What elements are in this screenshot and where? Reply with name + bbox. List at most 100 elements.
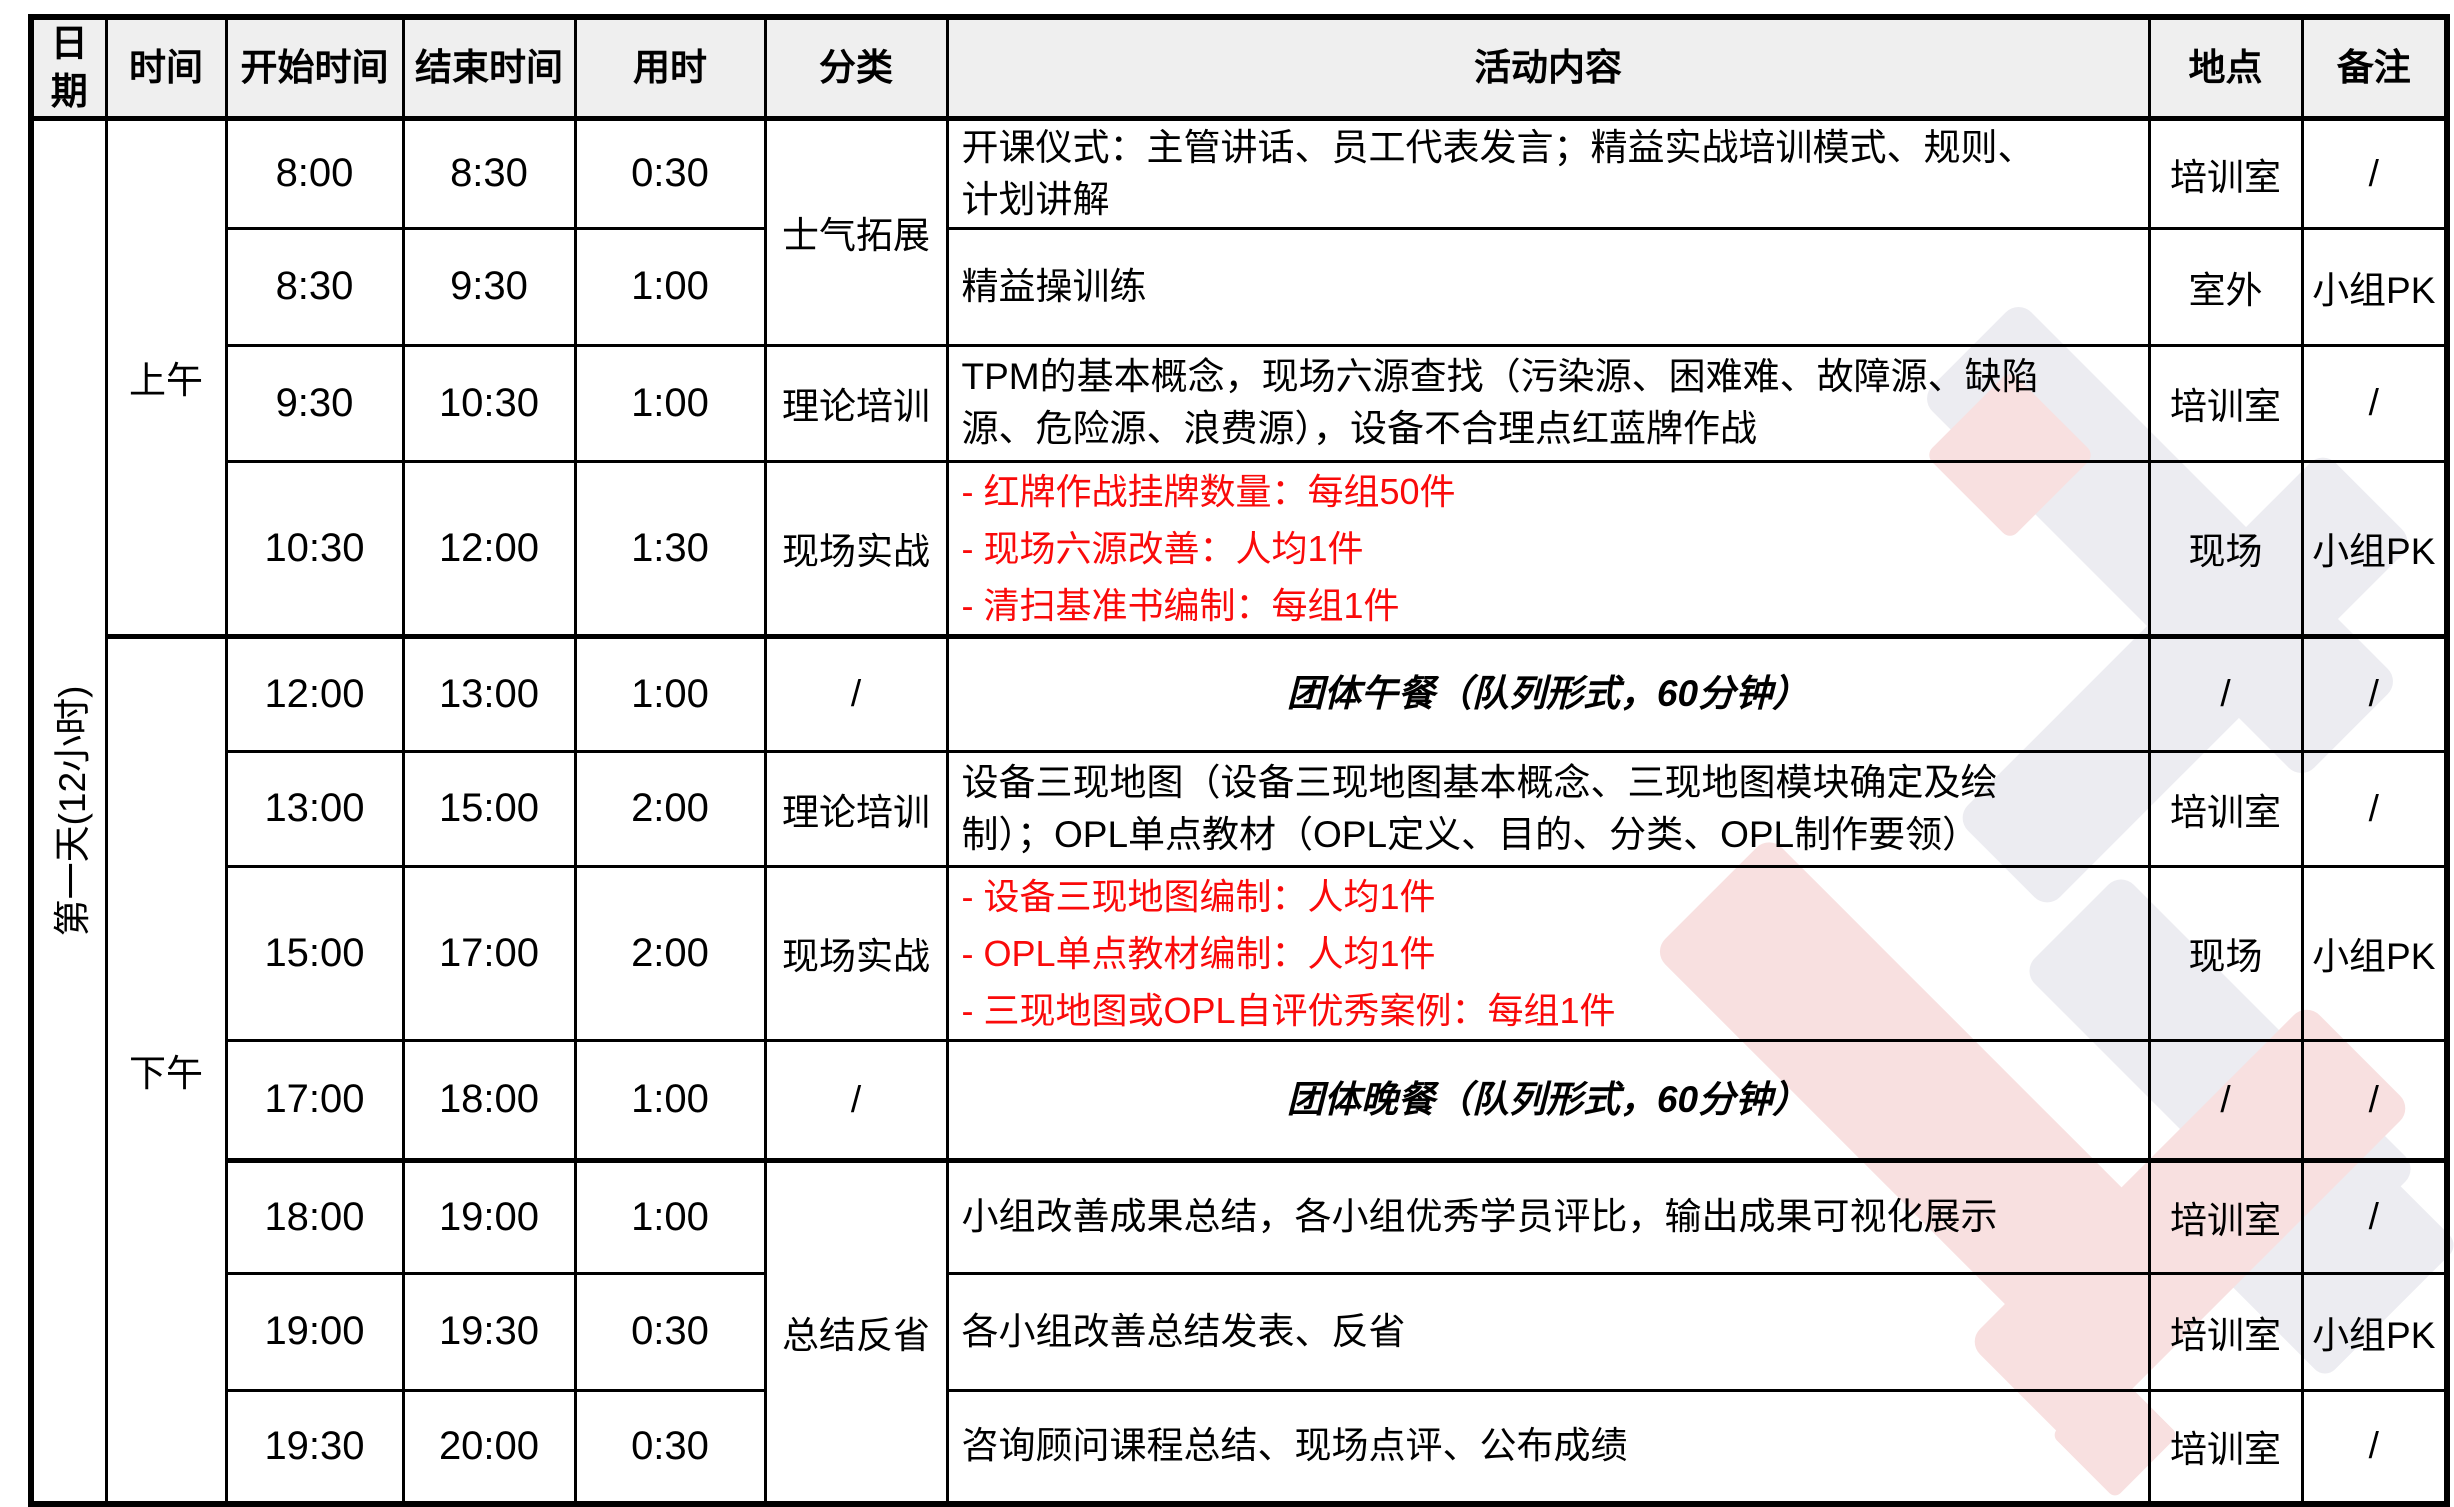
remark-cell: / xyxy=(2300,343,2449,463)
col-header-time: 时间 xyxy=(104,15,228,121)
col-header-duration: 用时 xyxy=(573,15,767,121)
end-cell: 19:00 xyxy=(401,1157,577,1275)
activity-cell: 各小组改善总结发表、反省 xyxy=(945,1271,2151,1392)
col-header-activity: 活动内容 xyxy=(945,15,2151,121)
activity-line: 团体午餐（队列形式，60分钟） xyxy=(1286,673,1810,714)
start-cell: 17:00 xyxy=(224,1038,405,1162)
activity-line-red: - 三现地图或OPL自评优秀案例：每组1件 xyxy=(961,989,1616,1031)
category-cell-morale: 士气拓展 xyxy=(763,116,949,347)
end-cell: 18:00 xyxy=(401,1038,577,1162)
day-label: 第一天(12小时) xyxy=(52,685,94,937)
table-row: 15:00 17:00 2:00 现场实战 - 设备三现地图编制：人均1件 - … xyxy=(31,864,2449,1042)
end-cell: 10:30 xyxy=(401,343,577,463)
start-cell: 8:00 xyxy=(224,116,405,230)
start-cell: 19:30 xyxy=(224,1388,405,1506)
category-cell: 理论培训 xyxy=(763,749,949,868)
activity-line: 源、危险源、浪费源），设备不合理点红蓝牌作战 xyxy=(961,408,1758,449)
start-cell: 10:30 xyxy=(224,459,405,638)
end-cell: 8:30 xyxy=(401,116,577,230)
category-cell: / xyxy=(763,633,949,753)
activity-cell-lunch: 团体午餐（队列形式，60分钟） xyxy=(945,633,2151,753)
remark-cell: / xyxy=(2300,633,2449,753)
start-cell: 18:00 xyxy=(224,1157,405,1275)
duration-cell: 1:30 xyxy=(573,459,767,638)
activity-line-red: - 现场六源改善：人均1件 xyxy=(961,527,1364,569)
activity-line: 团体晚餐（队列形式，60分钟） xyxy=(1286,1078,1810,1120)
period-cell-afternoon: 下午 xyxy=(104,633,228,1506)
end-cell: 19:30 xyxy=(401,1271,577,1392)
location-cell: 培训室 xyxy=(2147,1388,2304,1506)
duration-cell: 1:00 xyxy=(573,1157,767,1275)
start-cell: 9:30 xyxy=(224,343,405,463)
activity-line-red: - 红牌作战挂牌数量：每组50件 xyxy=(961,470,1456,512)
remark-cell: 小组PK xyxy=(2300,864,2449,1042)
duration-cell: 1:00 xyxy=(573,1038,767,1162)
activity-cell: 开课仪式：主管讲话、员工代表发言；精益实战培训模式、规则、 计划讲解 xyxy=(945,116,2151,230)
activity-cell: - 设备三现地图编制：人均1件 - OPL单点教材编制：人均1件 - 三现地图或… xyxy=(945,864,2151,1042)
location-cell: 现场 xyxy=(2147,864,2304,1042)
remark-cell: / xyxy=(2300,749,2449,868)
end-cell: 9:30 xyxy=(401,226,577,347)
period-cell-morning: 上午 xyxy=(104,116,228,638)
end-cell: 12:00 xyxy=(401,459,577,638)
activity-line: 设备三现地图（设备三现地图基本概念、三现地图模块确定及绘 xyxy=(961,761,1998,803)
duration-cell: 0:30 xyxy=(573,116,767,230)
activity-line: 开课仪式：主管讲话、员工代表发言；精益实战培训模式、规则、 xyxy=(961,126,2035,168)
activity-cell: 精益操训练 xyxy=(945,226,2151,347)
activity-cell: 咨询顾问课程总结、现场点评、公布成绩 xyxy=(945,1388,2151,1506)
activity-line: 精益操训练 xyxy=(961,265,1147,307)
end-cell: 15:00 xyxy=(401,749,577,868)
table-row: 下午 12:00 13:00 1:00 / 团体午餐（队列形式，60分钟） / … xyxy=(31,633,2449,1506)
location-cell: 培训室 xyxy=(2147,343,2304,463)
col-header-remark: 备注 xyxy=(2300,15,2449,121)
col-header-date: 日期 xyxy=(29,15,108,121)
category-cell: 现场实战 xyxy=(763,864,949,1042)
duration-cell: 2:00 xyxy=(573,864,767,1042)
start-cell: 13:00 xyxy=(224,749,405,868)
activity-cell: - 红牌作战挂牌数量：每组50件 - 现场六源改善：人均1件 - 清扫基准书编制… xyxy=(945,459,2151,638)
start-cell: 12:00 xyxy=(224,633,405,753)
location-cell: 培训室 xyxy=(2147,1271,2304,1392)
activity-cell: 小组改善成果总结，各小组优秀学员评比，输出成果可视化展示 xyxy=(945,1157,2151,1275)
table-row: 19:30 20:00 0:30 咨询顾问课程总结、现场点评、公布成绩 培训室 … xyxy=(31,1388,2449,1506)
activity-line-red: - 清扫基准书编制：每组1件 xyxy=(961,584,1400,626)
activity-line: 计划讲解 xyxy=(961,178,1110,220)
col-header-end: 结束时间 xyxy=(401,15,577,121)
end-cell: 20:00 xyxy=(401,1388,577,1506)
start-cell: 19:00 xyxy=(224,1271,405,1392)
remark-cell: / xyxy=(2300,116,2449,230)
table-row: 18:00 19:00 1:00 总结反省 小组改善成果总结，各小组优秀学员评比… xyxy=(31,1157,2449,1506)
table-row: 13:00 15:00 2:00 理论培训 设备三现地图（设备三现地图基本概念、… xyxy=(31,749,2449,868)
category-cell: 理论培训 xyxy=(763,343,949,463)
table-row: 第一天(12小时) 上午 8:00 8:30 0:30 士气拓展 开课仪式：主管… xyxy=(29,116,2449,1506)
table-row: 9:30 10:30 1:00 理论培训 TPM的基本概念，现场六源查找（污染源… xyxy=(31,343,2449,463)
activity-line: TPM的基本概念，现场六源查找（污染源、困难难、故障源、缺陷 xyxy=(961,356,2039,397)
remark-cell: / xyxy=(2300,1157,2449,1275)
duration-cell: 0:30 xyxy=(573,1388,767,1506)
start-cell: 15:00 xyxy=(224,864,405,1042)
location-cell: 培训室 xyxy=(2147,1157,2304,1275)
category-cell: / xyxy=(763,1038,949,1162)
table-row: 10:30 12:00 1:30 现场实战 - 红牌作战挂牌数量：每组50件 -… xyxy=(31,459,2449,638)
table-row: 17:00 18:00 1:00 / 团体晚餐（队列形式，60分钟） / / xyxy=(31,1038,2449,1162)
activity-line-red: - OPL单点教材编制：人均1件 xyxy=(961,932,1436,974)
remark-cell: 小组PK xyxy=(2300,226,2449,347)
header-row: 日期 时间 开始时间 结束时间 用时 分类 活动内容 地点 备注 xyxy=(29,15,2449,121)
location-cell: 室外 xyxy=(2147,226,2304,347)
col-header-start: 开始时间 xyxy=(224,15,405,121)
location-cell: 培训室 xyxy=(2147,116,2304,230)
activity-cell: 设备三现地图（设备三现地图基本概念、三现地图模块确定及绘 制）；OPL单点教材（… xyxy=(945,749,2151,868)
activity-cell: TPM的基本概念，现场六源查找（污染源、困难难、故障源、缺陷 源、危险源、浪费源… xyxy=(945,343,2151,463)
duration-cell: 1:00 xyxy=(573,633,767,753)
col-header-location: 地点 xyxy=(2147,15,2304,121)
remark-cell: / xyxy=(2300,1388,2449,1506)
location-cell: 现场 xyxy=(2147,459,2304,638)
activity-line-red: - 设备三现地图编制：人均1件 xyxy=(961,875,1436,917)
remark-cell: / xyxy=(2300,1038,2449,1162)
duration-cell: 2:00 xyxy=(573,749,767,868)
location-cell: 培训室 xyxy=(2147,749,2304,868)
category-cell: 现场实战 xyxy=(763,459,949,638)
activity-line: 制）；OPL单点教材（OPL定义、目的、分类、OPL制作要领） xyxy=(961,813,1980,855)
start-cell: 8:30 xyxy=(224,226,405,347)
remark-cell: 小组PK xyxy=(2300,1271,2449,1392)
